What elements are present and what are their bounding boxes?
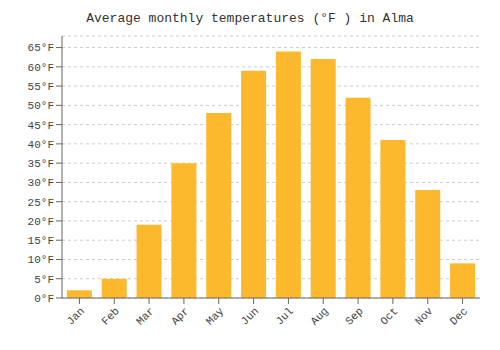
svg-text:10°F: 10°F — [28, 254, 54, 266]
svg-text:Jun: Jun — [239, 305, 261, 327]
svg-text:45°F: 45°F — [28, 120, 54, 132]
svg-text:40°F: 40°F — [28, 139, 54, 151]
svg-text:Dec: Dec — [448, 305, 470, 327]
html-text:Average monthly temperatures (: Average monthly temperatures (°F ) in Al… — [86, 11, 414, 26]
svg-text:Jul: Jul — [274, 305, 296, 327]
svg-text:Nov: Nov — [413, 305, 436, 328]
svg-text:30°F: 30°F — [28, 177, 54, 189]
svg-text:Mar: Mar — [134, 305, 156, 327]
svg-text:15°F: 15°F — [28, 235, 54, 247]
svg-text:0°F: 0°F — [34, 293, 54, 305]
svg-text:5°F: 5°F — [34, 274, 54, 286]
svg-text:Oct: Oct — [378, 305, 400, 327]
svg-text:May: May — [204, 305, 227, 328]
svg-text:20°F: 20°F — [28, 216, 54, 228]
svg-text:25°F: 25°F — [28, 197, 54, 209]
svg-text:55°F: 55°F — [28, 81, 54, 93]
svg-text:60°F: 60°F — [28, 62, 54, 74]
svg-text:Sep: Sep — [343, 305, 365, 327]
svg-text:Jan: Jan — [65, 305, 87, 327]
svg-text:65°F: 65°F — [28, 42, 54, 54]
svg-text:35°F: 35°F — [28, 158, 54, 170]
svg-text:Apr: Apr — [169, 305, 191, 327]
svg-text:Aug: Aug — [308, 305, 330, 327]
svg-text:Feb: Feb — [99, 305, 121, 327]
svg-text:50°F: 50°F — [28, 100, 54, 112]
